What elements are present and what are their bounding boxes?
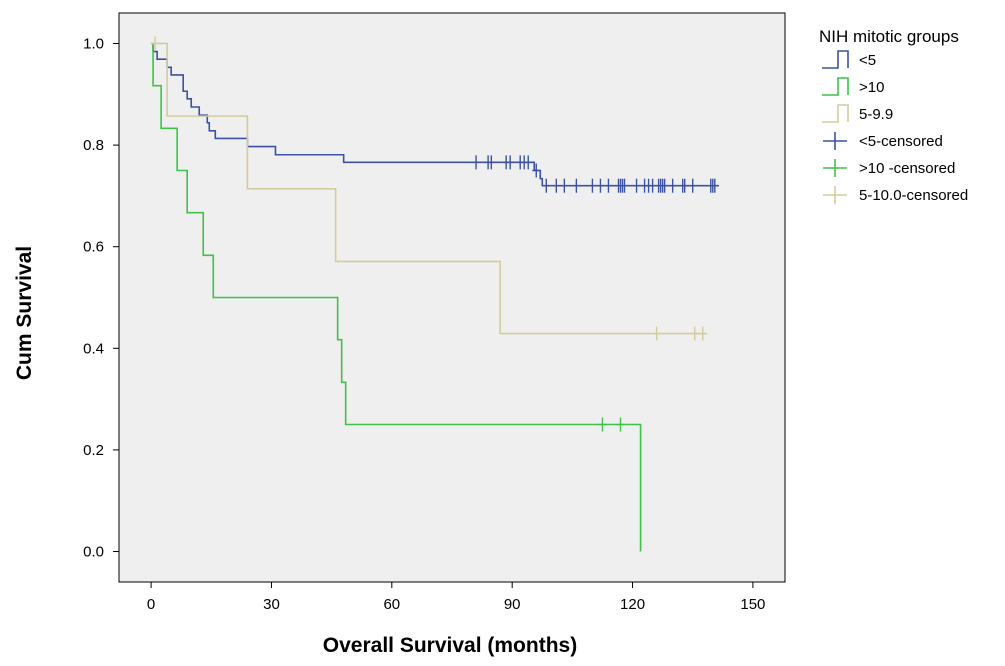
censor-mark-lt5: [560, 178, 569, 193]
x-tick-label: 0: [147, 596, 155, 613]
legend-swatch-lt5-censored: [823, 132, 847, 150]
series-layer: [151, 36, 719, 552]
x-axis-title: Overall Survival (months): [323, 634, 577, 657]
legend-label: 5-9.9: [859, 106, 893, 123]
y-tick-label: 0.2: [83, 442, 104, 459]
censor-mark-lt5: [668, 178, 677, 193]
legend-entry-5-9-9: 5-9.9: [822, 104, 893, 123]
x-tick-label: 90: [504, 596, 521, 613]
censor-mark-lt5: [596, 178, 605, 193]
y-tick-label: 0.6: [83, 239, 104, 256]
censor-mark-5-9-9: [698, 326, 707, 341]
censor-mark-lt5: [524, 155, 533, 170]
censor-mark-lt5: [506, 155, 515, 170]
censor-mark-lt5: [660, 178, 669, 193]
legend-title: NIH mitotic groups: [819, 27, 959, 46]
censor-mark-lt5: [710, 178, 719, 193]
x-tick-label: 120: [620, 596, 645, 613]
legend-entry-5-10-0-censored: 5-10.0-censored: [823, 186, 968, 204]
y-tick-label: 0.4: [83, 340, 104, 357]
legend: NIH mitotic groups <5 >10 5-9.9 <5-censored…: [819, 27, 968, 204]
x-tick-label: 60: [383, 596, 400, 613]
legend-entry-gt10: >10: [822, 77, 884, 96]
legend-swatch-5-9-9: [822, 104, 849, 123]
y-tick-label: 1.0: [83, 35, 104, 52]
legend-label: >10: [859, 79, 884, 96]
censor-mark-lt5: [542, 178, 551, 193]
y-axis-title: Cum Survival: [13, 246, 36, 380]
censor-mark-lt5: [532, 163, 541, 178]
censor-mark-lt5: [472, 155, 481, 170]
legend-entry-gt10-censored: >10 -censored: [823, 159, 955, 177]
legend-label: <5-censored: [859, 133, 943, 150]
censor-mark-5-9-9: [652, 326, 661, 341]
censor-mark-lt5: [572, 178, 581, 193]
x-tick-label: 30: [263, 596, 280, 613]
censor-mark-gt10: [616, 417, 625, 432]
legend-label: >10 -censored: [859, 160, 955, 177]
y-tick-label: 0.0: [83, 544, 104, 561]
axes: 0 30 60 90 120 150 0.0 0.2 0.4 0.6 0.8 1.0: [83, 35, 765, 613]
censor-mark-lt5: [588, 178, 597, 193]
legend-label: 5-10.0-censored: [859, 187, 968, 204]
censor-mark-5-9-9: [151, 36, 160, 51]
censor-mark-lt5: [552, 178, 561, 193]
censor-mark-lt5: [487, 155, 496, 170]
series-line-gt10: [151, 42, 642, 552]
legend-swatch-gt10: [822, 77, 849, 96]
legend-label: <5: [859, 52, 876, 69]
series-line-5-9-9: [151, 42, 707, 335]
censor-mark-lt5: [680, 178, 689, 193]
legend-entry-lt5: <5: [822, 50, 876, 69]
censor-mark-lt5: [688, 178, 697, 193]
legend-entry-lt5-censored: <5-censored: [823, 132, 943, 150]
censor-mark-lt5: [632, 178, 641, 193]
censor-mark-5-9-9: [690, 326, 699, 341]
y-tick-label: 0.8: [83, 137, 104, 154]
legend-swatch-gt10-censored: [823, 159, 847, 177]
censor-mark-gt10: [598, 417, 607, 432]
legend-swatch-lt5: [822, 50, 849, 69]
censor-mark-lt5: [604, 178, 613, 193]
legend-swatch-5-10-0-censored: [823, 186, 847, 204]
censor-mark-lt5: [620, 178, 629, 193]
x-tick-label: 150: [740, 596, 765, 613]
